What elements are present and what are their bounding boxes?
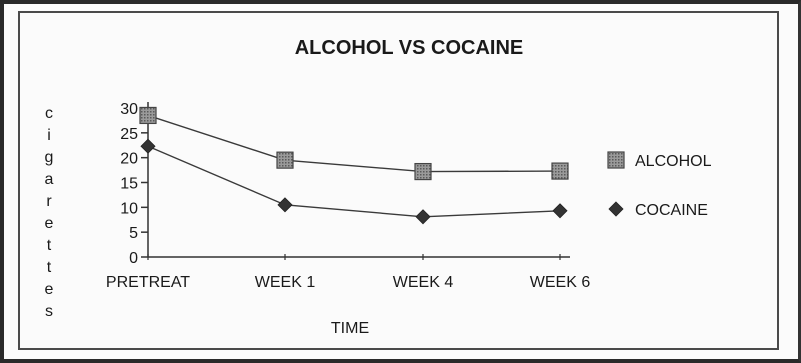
alcohol-point <box>414 162 432 181</box>
chart-title: ALCOHOL VS COCAINE <box>295 37 524 59</box>
series-alcohol <box>139 106 569 181</box>
legend-alcohol-label: ALCOHOL <box>635 153 712 170</box>
y-axis-label-letter: g <box>45 149 54 166</box>
y-axis-label-letter: s <box>45 303 53 320</box>
cocaine-point <box>140 138 156 154</box>
legend-cocaine-marker <box>608 201 624 217</box>
y-tick-label: 25 <box>120 126 138 143</box>
x-tick-label: WEEK 4 <box>393 274 454 291</box>
y-tick-label: 30 <box>120 101 138 118</box>
y-ticks: 0 5 10 15 20 25 30 <box>120 101 148 267</box>
y-tick-label: 15 <box>120 176 138 193</box>
alcohol-point <box>276 151 294 169</box>
y-tick-label: 20 <box>120 151 138 168</box>
alcohol-line <box>147 114 561 173</box>
series-group <box>139 106 569 225</box>
cocaine-point <box>552 203 568 219</box>
y-axis-label-letter: t <box>47 237 52 254</box>
x-tick-label: PRETREAT <box>106 274 190 291</box>
alcohol-point <box>139 106 157 125</box>
y-axis-label-letter: a <box>45 171 54 188</box>
axes <box>147 102 570 258</box>
cocaine-point <box>415 209 431 225</box>
cocaine-line <box>147 145 561 218</box>
x-axis-label: TIME <box>331 320 369 337</box>
series-cocaine <box>140 138 568 225</box>
y-tick-label: 5 <box>129 225 138 242</box>
chart-panel <box>18 11 779 350</box>
cocaine-point <box>277 197 293 213</box>
legend: ALCOHOL COCAINE <box>607 151 712 219</box>
x-ticks: PRETREAT WEEK 1 WEEK 4 WEEK 6 <box>106 254 590 291</box>
y-axis-label-letter: i <box>47 127 51 144</box>
legend-cocaine-label: COCAINE <box>635 202 708 219</box>
y-tick-label: 0 <box>129 250 138 267</box>
x-tick-label: WEEK 6 <box>530 274 591 291</box>
y-axis-label-letter: t <box>47 259 52 276</box>
y-tick-label: 10 <box>120 200 138 217</box>
legend-alcohol-marker <box>607 151 625 169</box>
y-axis-label-letter: e <box>45 281 54 298</box>
y-axis-label-letter: r <box>46 193 52 210</box>
y-axis-label-letter: e <box>45 215 54 232</box>
x-tick-label: WEEK 1 <box>255 274 316 291</box>
y-axis-label-letter: c <box>45 105 53 122</box>
alcohol-point <box>551 162 569 180</box>
